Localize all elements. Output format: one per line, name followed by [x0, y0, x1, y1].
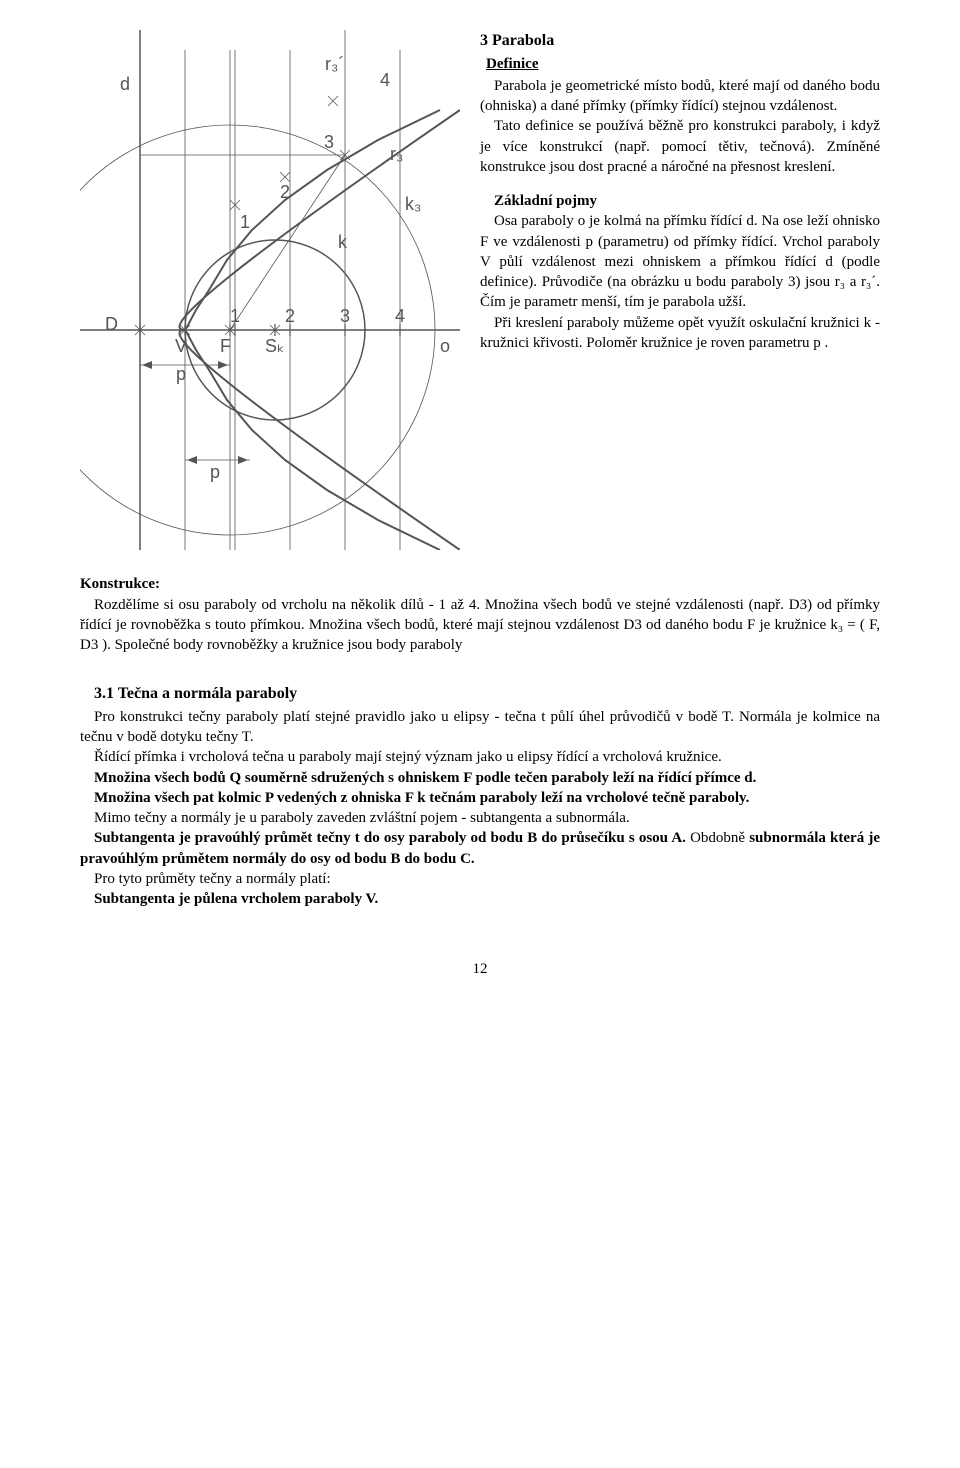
label-d: d [120, 74, 130, 94]
construction-heading: Konstrukce: [80, 576, 160, 592]
basic-terms-p1: Osa paraboly o je kolmá na přímku řídící… [480, 211, 880, 312]
definition-p2: Tato definice se používá běžně pro konst… [480, 116, 880, 177]
section-3-1-title: 3.1 Tečna a normála paraboly [80, 683, 880, 705]
label-p: p [176, 364, 186, 384]
label-n2: 2 [280, 182, 290, 202]
label-o: o [440, 336, 450, 356]
label-F: F [220, 336, 231, 356]
s31-p4: Množina všech pat kolmic P vedených z oh… [80, 788, 880, 808]
s31-p7: Pro tyto průměty tečny a normály platí: [80, 869, 880, 889]
label-V: V [175, 336, 187, 356]
label-n4: 4 [380, 70, 390, 90]
construction-body: Rozdělíme si osu paraboly od vrcholu na … [80, 595, 880, 656]
s31-p5: Mimo tečny a normály je u paraboly zaved… [80, 808, 880, 828]
page-number: 12 [80, 959, 880, 979]
label-ax3: 3 [340, 306, 350, 326]
label-ax1: 1 [230, 306, 240, 326]
label-r3: r₃ [390, 144, 403, 164]
basic-terms-heading: Základní pojmy [494, 191, 880, 211]
label-r3p: r₃´ [325, 54, 344, 74]
definition-heading: Definice [486, 54, 880, 74]
label-k3: k₃ [405, 194, 421, 214]
s31-p6: Subtangenta je pravoúhlý průmět tečny t … [80, 828, 880, 869]
label-D: D [105, 314, 118, 334]
definition-p1: Parabola je geometrické místo bodů, kter… [480, 76, 880, 117]
s31-p1: Pro konstrukci tečny paraboly platí stej… [80, 707, 880, 748]
label-n1: 1 [240, 212, 250, 232]
label-ax4: 4 [395, 306, 405, 326]
label-k: k [338, 232, 348, 252]
basic-terms-p2: Při kreslení paraboly můžeme opět využít… [480, 313, 880, 354]
label-ax2: 2 [285, 306, 295, 326]
s31-p3: Množina všech bodů Q souměrně sdružených… [80, 768, 880, 788]
section-3-title: 3 Parabola [480, 30, 880, 52]
construction-block: Konstrukce: Rozdělíme si osu paraboly od… [80, 574, 880, 655]
svg-text:p: p [210, 462, 220, 482]
label-n3: 3 [324, 132, 334, 152]
parabola-diagram: d D V F p Sₖ o k k₃ r₃´ r₃ 1 2 3 4 1 2 3… [80, 30, 460, 556]
s31-p8: Subtangenta je půlena vrcholem paraboly … [80, 889, 880, 909]
label-Sk: Sₖ [265, 336, 285, 356]
s31-p2: Řídící přímka i vrcholová tečna u parabo… [80, 747, 880, 767]
